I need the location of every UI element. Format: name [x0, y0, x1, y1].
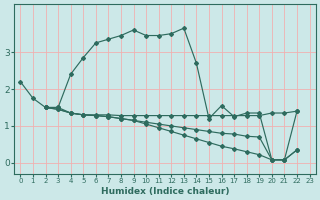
- X-axis label: Humidex (Indice chaleur): Humidex (Indice chaleur): [101, 187, 229, 196]
